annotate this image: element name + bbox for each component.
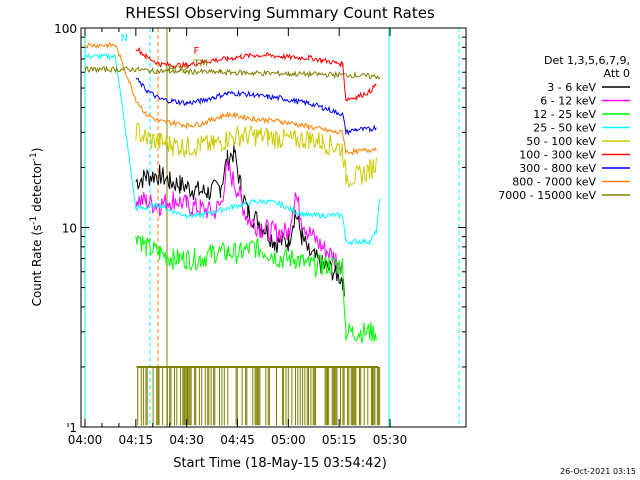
- legend-label-0: 3 - 6 keV: [547, 81, 596, 94]
- series-line-6: [135, 77, 377, 136]
- annotation-1: F: [193, 46, 199, 57]
- x-tick-label-5: 05:15: [322, 433, 357, 447]
- plot-area: N F FD2 TM: [84, 28, 460, 427]
- legend-label-6: 300 - 800 keV: [519, 162, 596, 175]
- y-axis-label-end: ): [30, 148, 44, 153]
- series-line-0: [135, 141, 345, 297]
- y-tick-label-1: 10: [62, 222, 77, 236]
- legend-label-7: 800 - 7000 keV: [512, 176, 596, 189]
- x-tick-label-4: 05:00: [271, 433, 306, 447]
- annotation-3: TM: [192, 59, 208, 70]
- y-axis-label: Count Rate (s-1 detector-1): [29, 148, 44, 307]
- x-tick-label-0: 04:00: [68, 433, 103, 447]
- timestamp-footer: 26-Oct-2021 03:15: [560, 467, 636, 476]
- annotation-2: FD2: [168, 64, 188, 75]
- x-tick-label-1: 04:15: [119, 433, 154, 447]
- y-axis-label-sup2: -1: [29, 152, 39, 161]
- series-line-7: [84, 41, 377, 156]
- y-axis-label-sup1: -1: [29, 216, 39, 225]
- y-tick-label-2: 100: [54, 22, 77, 36]
- legend-label-4: 50 - 100 keV: [526, 135, 596, 148]
- x-tick-label-3: 04:45: [220, 433, 255, 447]
- series-line-8: [84, 65, 381, 80]
- high-energy-noise-band: [137, 366, 381, 426]
- legend-label-1: 6 - 12 keV: [540, 95, 596, 108]
- annotation-0: N: [121, 33, 128, 44]
- series-line-5: [135, 46, 377, 102]
- x-axis-label: Start Time (18-May-15 03:54:42): [173, 456, 387, 471]
- x-tick-label-2: 04:30: [169, 433, 204, 447]
- series-line-2: [135, 235, 377, 344]
- legend-header-line1: Det 1,3,5,6,7,9,: [544, 54, 630, 67]
- legend-label-5: 100 - 300 keV: [519, 149, 596, 162]
- legend-label-8: 7000 - 15000 keV: [498, 189, 596, 202]
- series-line-1: [135, 158, 344, 275]
- series-line-4: [135, 122, 377, 189]
- legend-label-2: 12 - 25 keV: [533, 108, 596, 121]
- chart-title: RHESSI Observing Summary Count Rates: [125, 4, 435, 22]
- axes: 04:00 04:15 04:30 04:45 05:00 05:15 05:30 1 10 10…: [54, 22, 466, 447]
- legend-label-3: 25 - 50 keV: [533, 122, 596, 135]
- y-axis-label-main: Count Rate (s: [30, 225, 44, 307]
- x-tick-label-6: 05:30: [373, 433, 408, 447]
- y-tick-label-0: 1: [69, 421, 77, 435]
- y-axis-label-rest: detector: [30, 161, 44, 216]
- legend-header-line2: Att 0: [604, 67, 630, 80]
- series-line-3: [84, 52, 381, 246]
